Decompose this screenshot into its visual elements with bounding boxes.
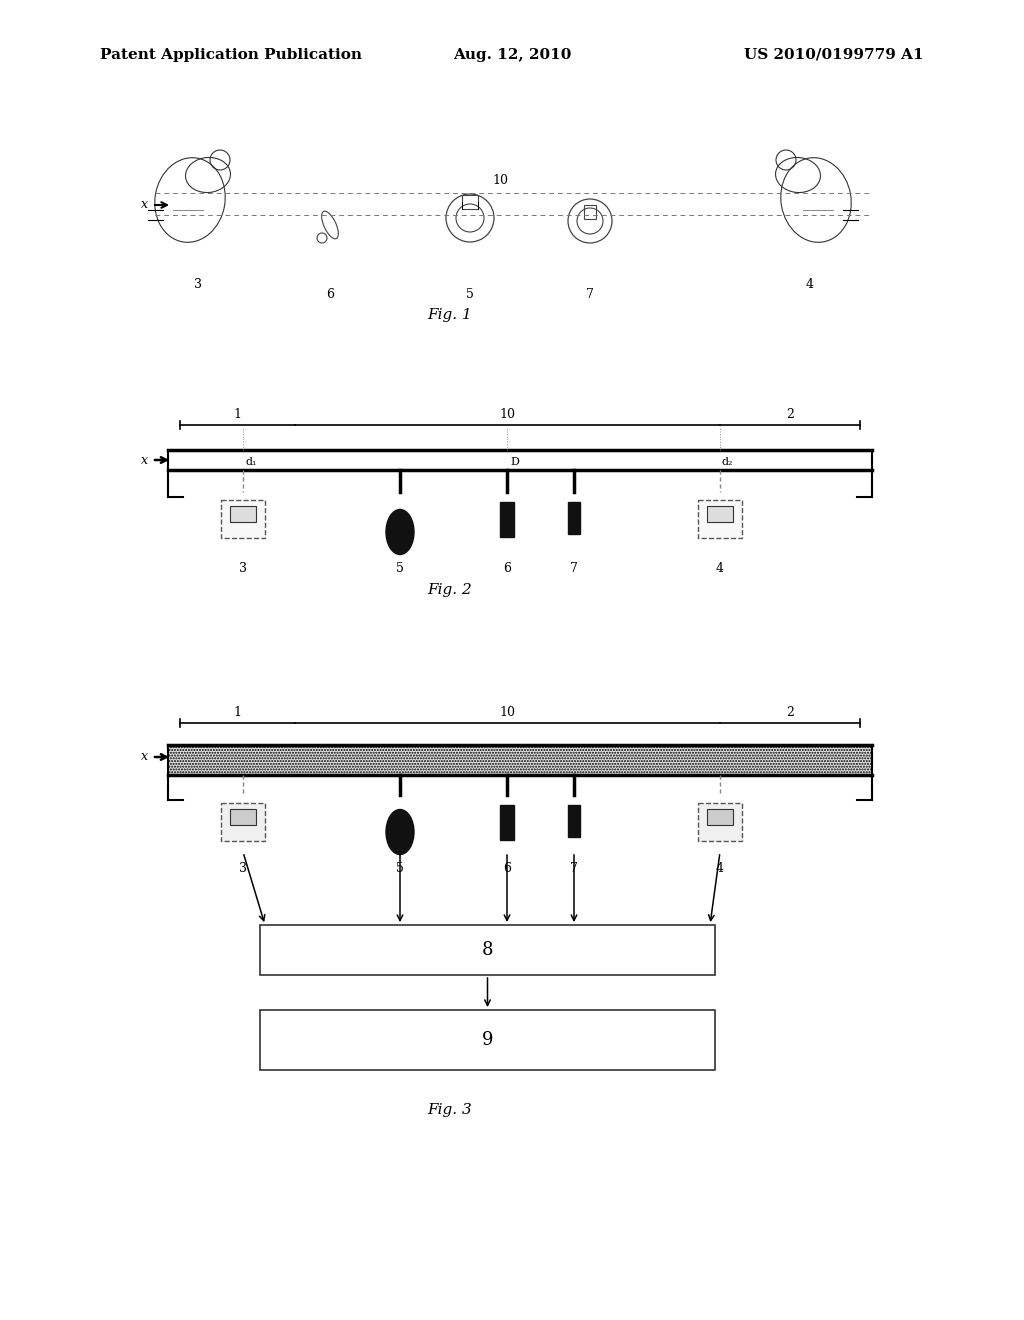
Text: 3: 3 xyxy=(239,862,247,874)
Bar xyxy=(168,744,872,775)
Text: Patent Application Publication: Patent Application Publication xyxy=(100,48,362,62)
Text: 7: 7 xyxy=(570,561,578,574)
Ellipse shape xyxy=(386,809,414,854)
Bar xyxy=(260,1010,715,1071)
Text: 2: 2 xyxy=(786,706,794,719)
Bar xyxy=(221,803,265,841)
Bar xyxy=(260,925,715,975)
Text: 7: 7 xyxy=(586,289,594,301)
Bar xyxy=(500,805,514,840)
Text: 6: 6 xyxy=(503,561,511,574)
Text: x: x xyxy=(141,198,148,211)
Text: 4: 4 xyxy=(716,561,724,574)
Text: 10: 10 xyxy=(499,706,515,719)
Text: 4: 4 xyxy=(716,862,724,874)
Text: x: x xyxy=(141,454,148,466)
Text: 2: 2 xyxy=(786,408,794,421)
Text: 1: 1 xyxy=(233,706,241,719)
Text: 10: 10 xyxy=(492,173,508,186)
Text: d₂: d₂ xyxy=(722,457,733,467)
Text: US 2010/0199779 A1: US 2010/0199779 A1 xyxy=(744,48,924,62)
Text: Fig. 3: Fig. 3 xyxy=(428,1104,472,1117)
Text: 8: 8 xyxy=(481,941,494,960)
Bar xyxy=(462,195,478,209)
Bar xyxy=(221,500,265,539)
Bar xyxy=(568,502,580,535)
Bar xyxy=(568,805,580,837)
Text: 6: 6 xyxy=(503,862,511,874)
Text: x: x xyxy=(141,751,148,763)
Text: Fig. 1: Fig. 1 xyxy=(428,308,472,322)
Text: 7: 7 xyxy=(570,862,578,874)
Bar xyxy=(230,506,256,521)
Text: 10: 10 xyxy=(499,408,515,421)
Ellipse shape xyxy=(386,510,414,554)
Text: 4: 4 xyxy=(806,279,814,292)
Text: 1: 1 xyxy=(233,408,241,421)
Bar xyxy=(698,500,742,539)
Text: 3: 3 xyxy=(239,561,247,574)
Bar xyxy=(707,506,733,521)
Bar xyxy=(230,809,256,825)
Bar xyxy=(500,502,514,537)
Bar xyxy=(707,809,733,825)
Bar xyxy=(584,205,596,219)
Text: 5: 5 xyxy=(396,862,403,874)
Text: D: D xyxy=(510,457,519,467)
Text: 3: 3 xyxy=(194,279,202,292)
Text: Fig. 2: Fig. 2 xyxy=(428,583,472,597)
Text: d₁: d₁ xyxy=(245,457,256,467)
Text: 5: 5 xyxy=(466,289,474,301)
Text: Aug. 12, 2010: Aug. 12, 2010 xyxy=(453,48,571,62)
Text: 6: 6 xyxy=(326,289,334,301)
Text: 5: 5 xyxy=(396,561,403,574)
Bar xyxy=(698,803,742,841)
Text: 9: 9 xyxy=(481,1031,494,1049)
